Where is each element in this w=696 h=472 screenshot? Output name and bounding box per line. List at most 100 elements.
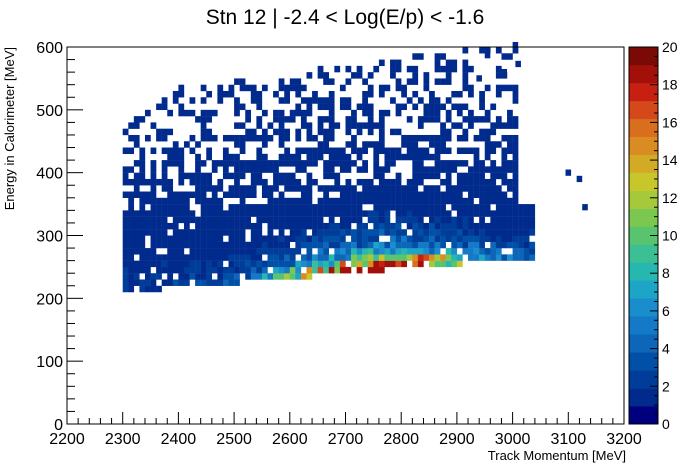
histogram-bin	[473, 134, 480, 142]
histogram-bin	[339, 260, 346, 268]
histogram-bin	[261, 191, 268, 198]
histogram-bin	[468, 204, 474, 211]
histogram-bin	[373, 141, 380, 148]
histogram-bin	[512, 134, 519, 142]
z-tick-label: 0	[662, 416, 670, 432]
histogram-bin	[490, 166, 497, 173]
histogram-bin	[139, 285, 146, 293]
histogram-bin	[195, 235, 201, 242]
histogram-bin	[312, 178, 318, 186]
histogram-bin	[328, 128, 335, 136]
histogram-bin	[434, 109, 441, 117]
histogram-bin	[156, 216, 162, 224]
histogram-bin	[328, 185, 335, 192]
histogram-bin	[417, 172, 424, 180]
histogram-bin	[317, 97, 324, 104]
histogram-bin	[529, 216, 536, 224]
histogram-bin	[495, 204, 502, 211]
histogram-bin	[429, 241, 435, 249]
histogram-bin	[434, 235, 441, 242]
histogram-bin	[495, 166, 502, 173]
histogram-bin	[317, 72, 324, 79]
histogram-bin	[267, 273, 274, 280]
histogram-bin	[362, 248, 368, 255]
histogram-bin	[373, 172, 380, 180]
histogram-bin	[395, 103, 402, 111]
histogram-bin	[144, 134, 151, 142]
histogram-bin	[317, 229, 324, 236]
histogram-bin	[479, 178, 485, 186]
histogram-bin	[284, 147, 290, 155]
histogram-bin	[261, 185, 268, 192]
histogram-bin	[423, 210, 430, 217]
histogram-bin	[401, 229, 407, 236]
histogram-bin	[172, 235, 179, 242]
histogram-bin	[323, 147, 329, 155]
histogram-bin	[507, 210, 513, 217]
histogram-bin	[445, 235, 452, 242]
histogram-bin	[423, 134, 430, 142]
histogram-bin	[423, 78, 430, 85]
histogram-bin	[256, 172, 263, 180]
histogram-bin	[328, 97, 335, 104]
histogram-bin	[156, 273, 162, 280]
histogram-bin	[323, 134, 329, 142]
histogram-bin	[423, 241, 430, 249]
histogram-bin	[133, 116, 140, 123]
histogram-bin	[172, 222, 179, 230]
histogram-bin	[161, 178, 168, 186]
histogram-bin	[189, 134, 196, 142]
histogram-bin	[234, 266, 240, 274]
histogram-bin	[456, 191, 463, 198]
histogram-bin	[367, 141, 374, 148]
histogram-bin	[429, 97, 435, 104]
histogram-bin	[367, 229, 374, 236]
histogram-bin	[295, 78, 302, 85]
color-scale-band	[629, 388, 658, 407]
histogram-bin	[334, 241, 341, 249]
histogram-bin	[317, 204, 324, 211]
histogram-bin	[284, 254, 290, 261]
histogram-bin	[183, 241, 190, 249]
histogram-bin	[401, 134, 407, 142]
histogram-bin	[445, 210, 452, 217]
histogram-bin	[278, 84, 285, 92]
histogram-bin	[284, 84, 290, 92]
chart-title: Stn 12 | -2.4 < Log(E/p) < -1.6	[206, 6, 485, 29]
histogram-bin	[345, 254, 352, 261]
histogram-bin	[128, 254, 135, 261]
histogram-bin	[484, 116, 491, 123]
histogram-bin	[440, 191, 446, 198]
histogram-bin	[133, 279, 140, 286]
histogram-bin	[139, 197, 146, 205]
histogram-bin	[122, 285, 129, 293]
histogram-bin	[234, 97, 240, 104]
histogram-bin	[434, 229, 441, 236]
histogram-bin	[328, 197, 335, 205]
histogram-bin	[122, 128, 129, 136]
color-scale-band	[629, 352, 658, 371]
histogram-bin	[312, 210, 318, 217]
histogram-bin	[501, 197, 508, 205]
histogram-bin	[429, 166, 435, 173]
histogram-bin	[195, 141, 201, 148]
histogram-bin	[312, 216, 318, 224]
histogram-bin	[378, 59, 385, 67]
histogram-bin	[312, 254, 318, 261]
histogram-bin	[423, 172, 430, 180]
histogram-bin	[384, 160, 391, 167]
histogram-bin	[273, 273, 279, 280]
histogram-bin	[133, 229, 140, 236]
histogram-bin	[211, 197, 218, 205]
histogram-bin	[451, 122, 458, 129]
histogram-bin	[384, 84, 391, 92]
histogram-bin	[172, 241, 179, 249]
histogram-bin	[462, 78, 469, 85]
histogram-bin	[128, 266, 135, 274]
x-tick-label: 2500	[216, 431, 252, 448]
histogram-bin	[284, 172, 290, 180]
histogram-bin	[189, 147, 196, 155]
histogram-bin	[351, 185, 357, 192]
histogram-bin	[434, 241, 441, 249]
histogram-bin	[306, 204, 313, 211]
